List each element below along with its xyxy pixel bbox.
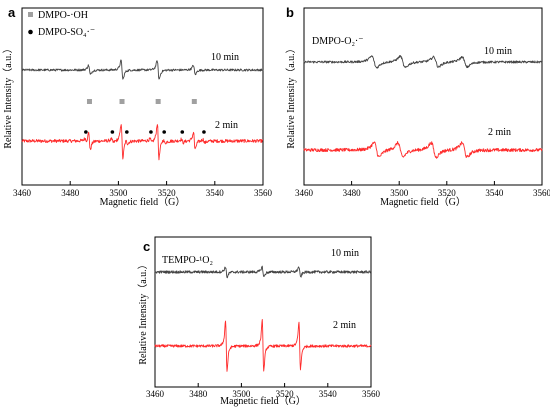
x-tick-label: 3500 (109, 188, 128, 198)
x-ticks-b: 3460 3480 3500 3520 3540 3560 (295, 181, 550, 198)
marker-so4 (84, 130, 88, 134)
series-line-a-10min (21, 124, 264, 161)
marker-oh (191, 99, 197, 104)
plot-frame-a (21, 7, 264, 186)
plot-area-a (21, 59, 264, 161)
panel-c: c TEMPO-¹O₂ 10 min 2 min 3460 3480 3500 352… (137, 236, 381, 407)
x-axis-label-a: Magnetic field（G） (100, 196, 186, 208)
series-label-a-10min: 10 min (211, 52, 239, 63)
series-label-b-10min: 10 min (484, 46, 512, 57)
x-tick-label: 3560 (362, 389, 381, 399)
panel-b: b DMPO-O₂·⁻ 10 min 2 min 3460 3480 3500 352… (285, 5, 550, 208)
series-line-c-2min (154, 265, 372, 279)
marker-so4 (125, 130, 129, 134)
y-axis-label-a: Relative Intensity（a.u.） (2, 43, 14, 148)
series-label-a-2min: 2 min (215, 120, 238, 131)
legend-marker-oh (28, 12, 33, 17)
marker-so4 (180, 130, 185, 134)
x-axis-label-c: Magnetic field（G） (220, 395, 306, 407)
x-tick-label: 3500 (390, 188, 409, 198)
x-tick-label: 3480 (343, 188, 362, 198)
plot-frame-b (303, 7, 543, 186)
series-line-b-10min (303, 141, 543, 159)
x-tick-label: 3540 (319, 389, 338, 399)
x-tick-label: 3520 (276, 389, 295, 399)
series-line-b-2min (303, 55, 543, 69)
x-ticks-c: 3460 3480 3500 3520 3540 3560 (146, 383, 381, 399)
legend-marker-so4 (28, 29, 33, 35)
x-tick-label: 3460 (146, 389, 165, 399)
x-tick-label: 3480 (61, 188, 80, 198)
panel-label-a: a (8, 5, 16, 20)
legend-label-oh: DMPO-·OH (38, 10, 88, 21)
x-tick-label: 3500 (232, 389, 251, 399)
y-axis-label-c: Relative Intensity（a.u.） (137, 259, 149, 364)
x-ticks-a: 3460 3480 3500 3520 3540 3560 (13, 181, 273, 198)
series-line-c-10min (154, 319, 372, 372)
legend-label-so4: DMPO-SO₄·⁻ (38, 27, 95, 38)
marker-so4 (162, 130, 166, 134)
plot-area-b (303, 55, 543, 159)
marker-oh (119, 99, 125, 104)
panel-label-c: c (143, 239, 150, 254)
x-tick-label: 3460 (13, 188, 32, 198)
y-axis-label-b: Relative Intensity（a.u.） (285, 43, 297, 148)
series-label-c-10min: 10 min (331, 248, 359, 259)
series-line-a-2min (21, 59, 264, 80)
panel-a: a DMPO-·OH DMPO-SO₄·⁻ 10 min 2 min 3460 3… (2, 5, 273, 208)
marker-so4 (149, 130, 153, 134)
series-label-c-2min: 2 min (333, 320, 356, 331)
x-tick-label: 3460 (295, 188, 314, 198)
x-tick-label: 3540 (485, 188, 504, 198)
panel-label-b: b (286, 5, 294, 20)
marker-so4 (110, 130, 115, 134)
species-label-c: TEMPO-¹O₂ (162, 255, 213, 266)
legend-a: DMPO-·OH DMPO-SO₄·⁻ (28, 10, 95, 38)
marker-oh (86, 99, 92, 104)
marker-so4 (202, 130, 206, 134)
plot-area-c (154, 265, 372, 372)
x-tick-label: 3480 (189, 389, 208, 399)
x-tick-label: 3520 (158, 188, 177, 198)
x-axis-label-b: Magnetic field（G） (380, 196, 466, 208)
series-label-b-2min: 2 min (488, 127, 511, 138)
species-label-b: DMPO-O₂·⁻ (312, 36, 364, 47)
x-tick-label: 3540 (206, 188, 225, 198)
x-tick-label: 3560 (254, 188, 273, 198)
x-tick-label: 3520 (438, 188, 457, 198)
x-tick-label: 3560 (533, 188, 550, 198)
plot-frame-c (154, 236, 372, 388)
marker-oh (155, 99, 161, 104)
